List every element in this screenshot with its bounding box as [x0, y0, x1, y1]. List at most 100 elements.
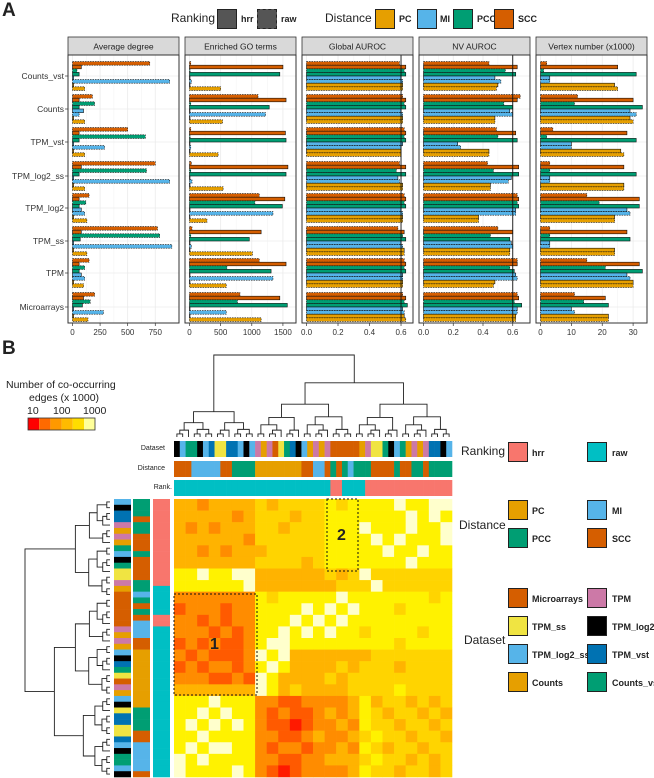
bar-mi-hrr	[72, 240, 74, 245]
heatmap-cell	[220, 533, 233, 546]
column-distance-cell	[191, 461, 198, 477]
heatmap-cell	[324, 580, 337, 592]
heatmap-cell	[405, 753, 418, 766]
dendrogram-branch	[106, 576, 110, 584]
heatmap-cell	[382, 533, 395, 546]
heatmap-cell	[370, 568, 383, 581]
row-distance-cell	[133, 504, 150, 511]
heatmap-cell	[185, 533, 198, 546]
bar-mi-raw	[72, 310, 104, 315]
bar-pc-raw	[72, 218, 88, 223]
column-dataset-cell	[295, 441, 302, 457]
heatmap-cell	[428, 568, 441, 581]
bar-scc-raw	[540, 258, 588, 263]
heatmap-cell	[266, 719, 279, 731]
bar-scc-raw	[423, 127, 497, 132]
column-dataset-cell	[370, 441, 378, 457]
heatmap-cell	[324, 533, 337, 546]
bar-mi-raw	[189, 310, 227, 315]
row-dataset-cell	[114, 713, 131, 720]
heatmap-cell	[313, 533, 325, 546]
row-dataset-cell	[114, 603, 131, 610]
bar-scc-raw	[540, 161, 551, 166]
column-rank-cell	[376, 480, 383, 496]
bar-pcc-raw	[189, 68, 191, 73]
bar-pc-hrr	[72, 115, 74, 121]
heatmap-cell	[185, 742, 198, 755]
bar-pcc-raw	[423, 134, 499, 139]
panel-a-label: A	[2, 0, 16, 21]
column-rank-cell	[202, 480, 210, 496]
row-dataset-cell	[114, 591, 131, 598]
bar-pcc-raw	[423, 265, 511, 270]
bar-pcc-raw	[540, 68, 544, 73]
column-rank-cell	[405, 480, 412, 496]
heatmap-cell	[266, 545, 279, 558]
bar-pc-hrr	[72, 247, 74, 253]
bar-mi-raw	[423, 145, 461, 150]
heatmap-cell	[185, 556, 198, 569]
bar-mi-hrr	[306, 306, 403, 311]
bar-scc-raw	[189, 61, 192, 66]
x-tick-label: 0.4	[364, 328, 376, 337]
colorbar	[27, 417, 96, 431]
b-legend-distance-title: Distance	[459, 518, 506, 532]
bar-mi-raw	[72, 244, 173, 249]
heatmap-cell	[243, 684, 256, 697]
bar-mi-hrr	[189, 272, 191, 277]
bar-pcc-hrr	[306, 138, 407, 143]
row-distance-cell	[133, 707, 150, 714]
b-legend-tpm-swatch	[587, 588, 607, 608]
row-rank-cell	[153, 666, 170, 674]
heatmap-cell	[313, 707, 325, 720]
heatmap-cell	[266, 626, 279, 639]
bar-mi-raw	[423, 310, 518, 315]
x-tick-label: 500	[214, 328, 228, 337]
heatmap-cell	[359, 672, 372, 685]
bar-mi-hrr	[540, 175, 551, 180]
bar-pc-raw	[72, 186, 85, 191]
heatmap-cell	[231, 638, 244, 650]
heatmap-cell	[220, 719, 233, 731]
row-distance-cell	[133, 603, 150, 610]
cluster-box-2	[326, 498, 359, 572]
bar-scc-hrr	[540, 261, 640, 267]
heatmap-cell	[359, 626, 372, 639]
column-distance-cell	[330, 461, 337, 477]
b-legend-tpm-vst-label: TPM_vst	[612, 650, 650, 660]
heatmap-cell	[185, 753, 198, 766]
row-rank-cell	[153, 562, 170, 569]
heatmap-cell	[266, 753, 279, 766]
dendrogram-branch	[96, 550, 107, 568]
heatmap-cell	[243, 510, 256, 523]
heatmap-cell	[440, 626, 453, 639]
heatmap-cell	[266, 661, 279, 674]
heatmap-cell	[220, 522, 233, 535]
row-dataset-cell	[114, 649, 131, 656]
dendrogram-branch	[96, 504, 107, 522]
bar-pcc-raw	[306, 299, 405, 304]
dendrogram-branch	[106, 698, 110, 706]
heatmap-cell	[336, 626, 349, 639]
dendrogram-branch	[315, 433, 323, 437]
row-rank-cell	[153, 504, 170, 511]
heatmap-cell	[255, 580, 267, 592]
column-dataset-cell	[179, 441, 186, 457]
heatmap-cell	[417, 765, 430, 778]
row-distance-cell	[133, 632, 150, 639]
b-legend-tpm-log2-swatch	[587, 616, 607, 636]
heatmap-cell	[440, 568, 453, 581]
facet-title: NV AUROC	[452, 42, 496, 52]
heatmap-cell	[266, 614, 279, 627]
bar-scc-hrr	[189, 196, 286, 202]
heatmap-cell	[405, 499, 418, 511]
column-dataset-cell	[336, 441, 343, 457]
row-dataset-cell	[114, 678, 131, 685]
heatmap-cell	[440, 742, 453, 755]
bar-pcc-raw	[423, 68, 506, 73]
b-legend-tpm-log2-ss-label: TPM_log2_ss	[532, 650, 590, 660]
heatmap-cell	[336, 695, 349, 708]
column-rank-cell	[174, 480, 181, 496]
heatmap-cell	[301, 510, 314, 523]
column-dataset-cell	[434, 441, 441, 457]
